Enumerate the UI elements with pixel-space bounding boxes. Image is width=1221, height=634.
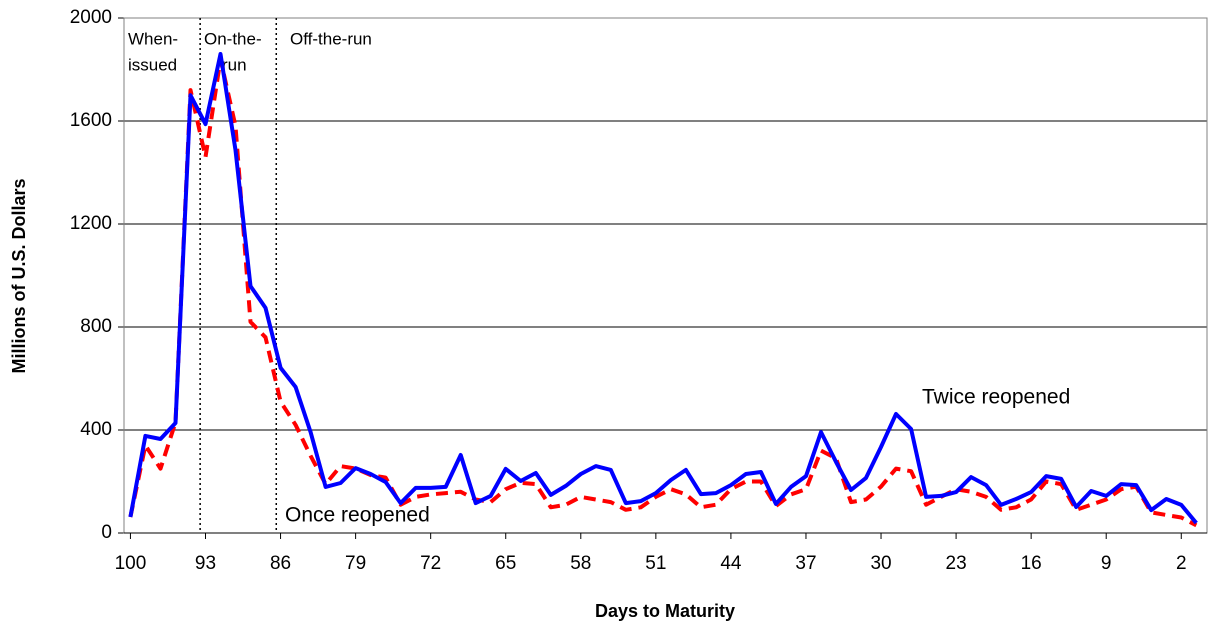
y-tick-label: 400: [80, 419, 112, 440]
region-label: When-: [128, 29, 178, 48]
x-tick-label: 65: [495, 553, 516, 574]
x-tick-label: 100: [115, 553, 147, 574]
region-label: On-the-: [204, 29, 262, 48]
series-label: Once reopened: [285, 504, 430, 527]
y-axis-title: Millions of U.S. Dollars: [9, 178, 29, 373]
region-label: issued: [128, 55, 177, 74]
y-tick-label: 0: [101, 522, 112, 543]
series-label: Twice reopened: [922, 386, 1070, 409]
x-tick-label: 72: [420, 553, 441, 574]
plot-border: [123, 17, 1208, 534]
x-tick-label: 79: [345, 553, 366, 574]
x-tick-label: 44: [720, 553, 742, 574]
x-tick-label: 58: [570, 553, 591, 574]
series-line: [128, 57, 1198, 528]
x-tick-label: 2: [1176, 553, 1187, 574]
x-tick-label: 23: [946, 553, 967, 574]
x-tick-label: 16: [1021, 553, 1042, 574]
x-tick-label: 86: [270, 553, 291, 574]
x-tick-label: 30: [870, 553, 891, 574]
y-tick-label: 1200: [70, 213, 112, 234]
x-tick-label: 51: [645, 553, 666, 574]
x-axis-title: Days to Maturity: [595, 601, 735, 621]
y-tick-label: 1600: [70, 110, 112, 131]
region-label: run: [222, 55, 247, 74]
series-line: [128, 52, 1198, 525]
y-tick-label: 2000: [70, 7, 112, 28]
x-tick-label: 37: [795, 553, 816, 574]
x-tick-label: 9: [1101, 553, 1112, 574]
y-tick-label: 800: [80, 316, 112, 337]
region-label: Off-the-run: [290, 29, 372, 48]
x-tick-label: 93: [195, 553, 216, 574]
